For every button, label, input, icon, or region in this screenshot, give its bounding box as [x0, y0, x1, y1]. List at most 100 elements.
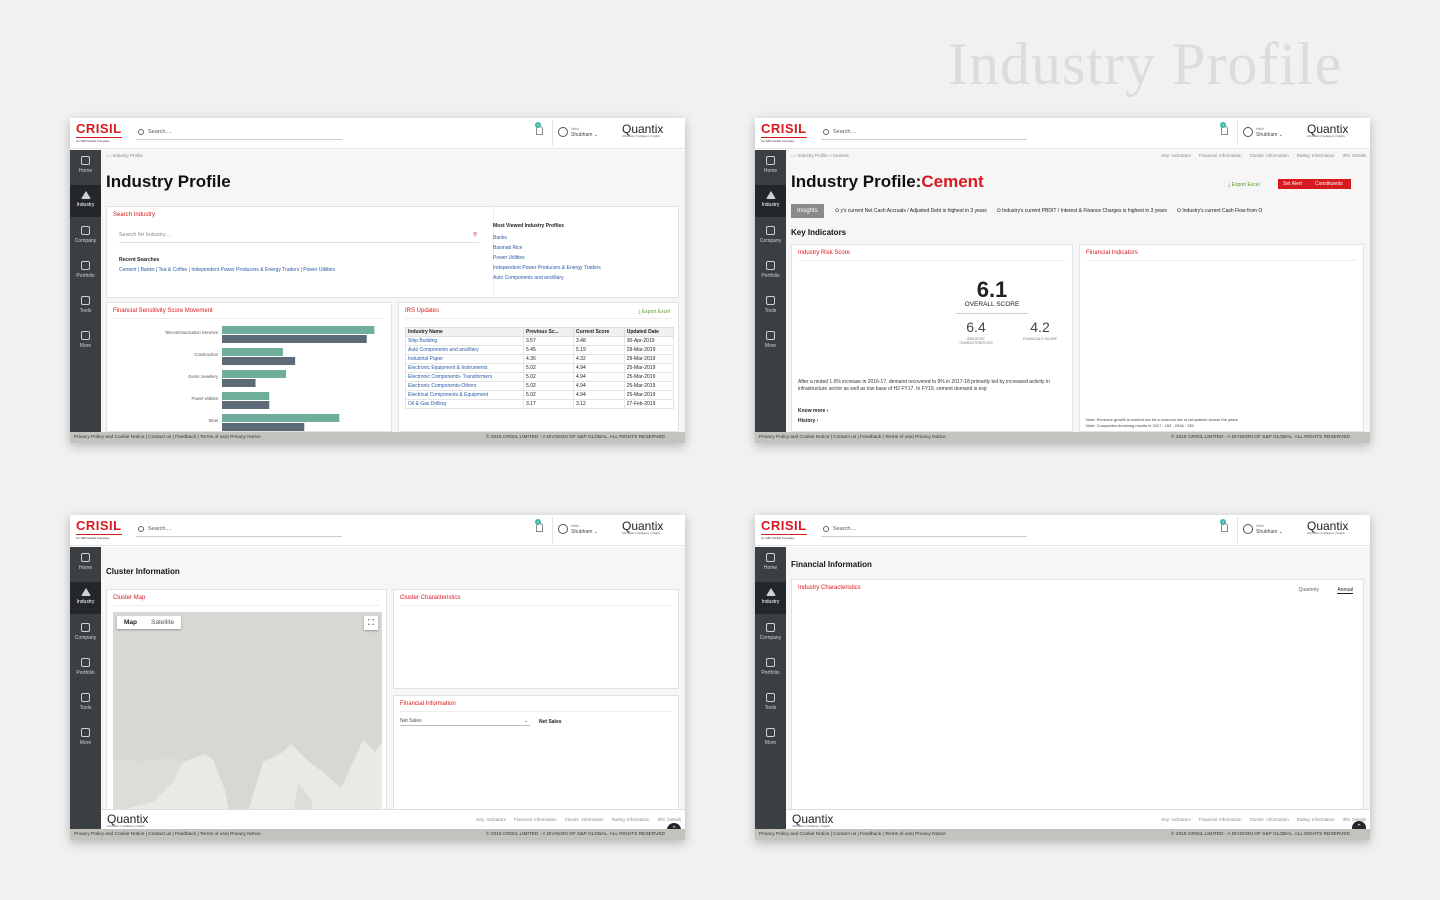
user-menu[interactable]: Hello Shubham ⌄	[1243, 126, 1293, 140]
most-viewed-link[interactable]: Independent Power Producers & Energy Tra…	[493, 265, 601, 271]
footer-links[interactable]: Privacy Policy and Cookie Notice | Conta…	[74, 832, 261, 837]
bell-icon[interactable]: 3	[535, 519, 543, 532]
nav-home[interactable]: Home	[70, 547, 101, 579]
most-viewed-link[interactable]: Basmati Rice	[493, 245, 523, 251]
nav-company[interactable]: Company	[755, 617, 786, 649]
user-menu[interactable]: Hello Shubham ⌄	[1243, 523, 1293, 537]
export-excel-button[interactable]: ⤓ Export Excel	[638, 309, 670, 315]
crisil-logo[interactable]: CRISIL An S&P Global Company	[761, 519, 807, 540]
search-icon[interactable]: ⚲	[472, 232, 477, 238]
footer-links[interactable]: Privacy Policy and Cookie Notice | Conta…	[759, 435, 946, 440]
fullscreen-icon[interactable]: ⛶	[364, 616, 378, 630]
insight-item[interactable]: ⭘ Industry's current PBDIT / Interest & …	[996, 208, 1167, 214]
bell-icon[interactable]: 3	[1220, 519, 1228, 532]
detail-tab[interactable]: Cluster Information	[1249, 153, 1289, 158]
nav-industry[interactable]: Industry	[755, 582, 786, 614]
nav-industry[interactable]: Industry	[70, 185, 101, 217]
global-search-input[interactable]: Search....	[821, 523, 1027, 537]
detail-tab[interactable]: IRS Details	[657, 817, 681, 822]
most-viewed-link[interactable]: Power Utilities	[493, 255, 525, 261]
nav-company[interactable]: Company	[70, 220, 101, 252]
metric-select[interactable]: Net Sales ⌄	[400, 718, 530, 726]
footer: Privacy Policy and Cookie Notice | Conta…	[70, 829, 685, 840]
nav-industry[interactable]: Industry	[70, 582, 101, 614]
nav-home[interactable]: Home	[70, 150, 101, 182]
nav-portfolio[interactable]: Portfolio	[755, 255, 786, 287]
map-view[interactable]: Map Satellite ⛶	[113, 612, 382, 828]
detail-tab[interactable]: IRS Details	[1342, 153, 1366, 158]
detail-tab[interactable]: Key Indicators	[1161, 153, 1191, 158]
detail-tab[interactable]: Key Indicators	[476, 817, 506, 822]
table-cell[interactable]: Electronic Equipment & Instruments	[405, 363, 524, 373]
bell-icon[interactable]: 3	[1220, 122, 1228, 135]
table-cell[interactable]: Electronic Components-Others	[405, 381, 524, 391]
quantix-logo: Quantix Information | Intelligence | Insi…	[622, 520, 682, 535]
recent-searches-links[interactable]: Cement | Banks | Tea & Coffee | Independ…	[119, 267, 335, 273]
crisil-logo[interactable]: CRISIL An S&P Global Company	[761, 122, 807, 143]
table-cell[interactable]: Electrical Components & Equipment	[405, 390, 524, 400]
nav-more[interactable]: More	[70, 325, 101, 357]
table-cell[interactable]: Electronic Components- Transformers	[405, 372, 524, 382]
column-header: Industry Name	[405, 327, 524, 337]
crisil-logo[interactable]: CRISIL An S&P Global Company	[76, 122, 122, 143]
notification-badge: 3	[535, 122, 541, 128]
nav-portfolio[interactable]: Portfolio	[755, 652, 786, 684]
most-viewed-link[interactable]: Auto Components and ancilliary	[493, 275, 564, 281]
breadcrumb[interactable]: ⌂ › Industry Profile	[106, 153, 143, 158]
nav-tools[interactable]: Tools	[755, 687, 786, 719]
user-menu[interactable]: Hello Shubham ⌄	[558, 523, 608, 537]
annual-toggle[interactable]: Annual	[1337, 587, 1353, 594]
detail-tab[interactable]: Cluster Information	[564, 817, 604, 822]
export-excel-button[interactable]: ⤓ Export Excel	[1228, 182, 1260, 188]
footer-links[interactable]: Privacy Policy and Cookie Notice | Conta…	[759, 832, 946, 837]
map-tab[interactable]: Map	[124, 619, 137, 626]
table-cell[interactable]: Auto Components and ancilliary	[405, 345, 524, 355]
table-cell[interactable]: Ship Building	[405, 336, 524, 346]
satellite-tab[interactable]: Satellite	[151, 619, 175, 626]
breadcrumb[interactable]: ⌂ › Industry Profile > Cement	[791, 153, 849, 158]
nav-company[interactable]: Company	[70, 617, 101, 649]
know-more-link[interactable]: Know more ›	[798, 408, 829, 414]
detail-tab[interactable]: Cluster Information	[1249, 817, 1289, 822]
nav-home[interactable]: Home	[755, 150, 786, 182]
most-viewed-link[interactable]: Banks	[493, 235, 507, 241]
nav-more[interactable]: More	[70, 722, 101, 754]
nav-tools[interactable]: Tools	[755, 290, 786, 322]
detail-tab[interactable]: Financial Information	[1198, 153, 1242, 158]
global-search-input[interactable]: Search....	[136, 523, 342, 537]
nav-label: Tools	[764, 308, 777, 314]
nav-more[interactable]: More	[755, 722, 786, 754]
nav-portfolio[interactable]: Portfolio	[70, 255, 101, 287]
bell-icon[interactable]: 3	[535, 122, 543, 135]
table-cell[interactable]: Oil & Gas Drilling	[405, 399, 524, 409]
nav-tools[interactable]: Tools	[70, 687, 101, 719]
insight-item[interactable]: ⭘ y's current Net Cash Accruals / Adjust…	[835, 208, 987, 214]
financial-information-card: Financial Information Net Sales ⌄ Net Sal…	[393, 695, 679, 829]
history-link[interactable]: History ›	[798, 418, 819, 424]
quarterly-toggle[interactable]: Quarterly	[1298, 587, 1319, 593]
industry-search-input[interactable]: Search for Industry.... ⚲	[119, 229, 479, 243]
user-menu[interactable]: Hello Shubham ⌄	[558, 126, 608, 140]
detail-tab[interactable]: Key Indicators	[1161, 817, 1191, 822]
detail-tab[interactable]: Rating Information	[611, 817, 650, 822]
global-search-input[interactable]: Search....	[821, 126, 1027, 140]
table-cell[interactable]: Industrial Paper	[405, 354, 524, 364]
insight-item[interactable]: ⭘ Industry's current Cash Flow from O	[1177, 208, 1263, 214]
detail-tab[interactable]: Financial Information	[1198, 817, 1242, 822]
footer-links[interactable]: Privacy Policy and Cookie Notice | Conta…	[74, 435, 261, 440]
fss-title: Financial Sensitivity Score Movement	[113, 308, 385, 319]
set-alert-button[interactable]: Set Alert	[1278, 179, 1307, 189]
nav-portfolio[interactable]: Portfolio	[70, 652, 101, 684]
nav-industry[interactable]: Industry	[755, 185, 786, 217]
constituents-button[interactable]: Constituents	[1307, 179, 1351, 189]
detail-tab[interactable]: Rating Information	[1296, 153, 1335, 158]
nav-more[interactable]: More	[755, 325, 786, 357]
nav-company[interactable]: Company	[755, 220, 786, 252]
detail-tab[interactable]: IRS Details	[1342, 817, 1366, 822]
crisil-logo[interactable]: CRISIL An S&P Global Company	[76, 519, 122, 540]
nav-tools[interactable]: Tools	[70, 290, 101, 322]
detail-tab[interactable]: Financial Information	[513, 817, 557, 822]
global-search-input[interactable]: Search....	[136, 126, 342, 140]
detail-tab[interactable]: Rating Information	[1296, 817, 1335, 822]
nav-home[interactable]: Home	[755, 547, 786, 579]
